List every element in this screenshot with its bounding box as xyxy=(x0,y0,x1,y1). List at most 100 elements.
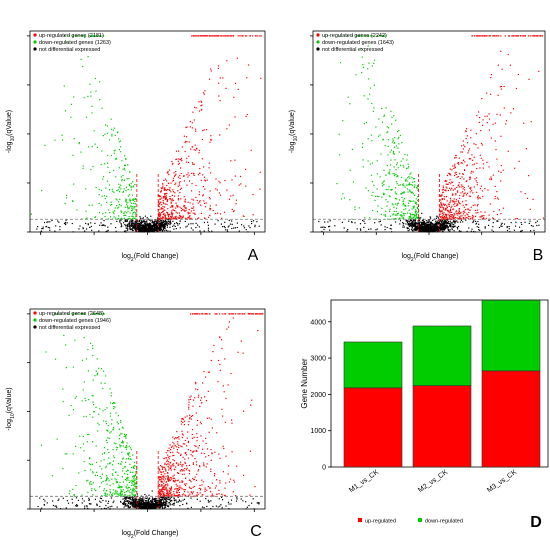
point-down-regulated xyxy=(127,164,129,166)
point-down-regulated xyxy=(128,194,131,196)
point-down-regulated xyxy=(401,215,404,217)
point-up-regulated xyxy=(232,194,234,196)
point-not-differential xyxy=(59,229,61,231)
point-not-differential xyxy=(418,221,420,223)
point-up-regulated xyxy=(440,204,442,206)
point-not-differential xyxy=(164,228,166,230)
point-up-regulated xyxy=(189,126,191,128)
point-up-regulated xyxy=(188,216,190,218)
point-not-differential xyxy=(125,230,127,232)
point-up-regulated xyxy=(166,217,168,220)
point-up-regulated xyxy=(451,169,453,171)
point-down-regulated xyxy=(376,195,378,197)
point-not-differential xyxy=(152,226,154,228)
point-not-differential xyxy=(127,501,129,503)
point-up-regulated xyxy=(494,122,496,124)
point-down-regulated xyxy=(393,146,395,148)
point-not-differential xyxy=(150,223,152,225)
point-down-regulated xyxy=(415,214,417,216)
point-not-differential xyxy=(132,505,134,507)
point-not-differential xyxy=(146,220,148,222)
point-not-differential xyxy=(364,222,366,224)
point-up-regulated xyxy=(457,214,459,216)
point-up-regulated xyxy=(531,35,533,37)
point-not-differential xyxy=(129,226,131,228)
point-cloud xyxy=(318,35,544,233)
point-not-differential xyxy=(195,226,197,229)
point-not-differential xyxy=(149,230,151,232)
point-not-differential xyxy=(160,227,162,229)
point-up-regulated xyxy=(203,166,205,168)
point-not-differential xyxy=(123,506,125,508)
point-up-regulated xyxy=(466,217,468,219)
point-up-regulated xyxy=(457,162,459,164)
point-up-regulated xyxy=(176,205,178,207)
point-down-regulated xyxy=(401,196,403,199)
point-up-regulated xyxy=(490,178,492,180)
point-down-regulated xyxy=(133,198,135,200)
point-not-differential xyxy=(329,229,331,231)
point-down-regulated xyxy=(351,35,353,37)
point-not-differential xyxy=(134,499,136,501)
point-up-regulated xyxy=(484,188,486,190)
point-not-differential xyxy=(90,225,92,228)
point-up-regulated xyxy=(215,485,217,487)
point-not-differential xyxy=(145,502,147,504)
point-up-regulated xyxy=(159,469,161,471)
point-up-regulated xyxy=(203,200,205,202)
point-down-regulated xyxy=(126,178,128,180)
point-not-differential xyxy=(414,224,416,226)
point-down-regulated xyxy=(407,188,409,190)
point-down-regulated xyxy=(94,77,96,80)
point-down-regulated xyxy=(120,211,123,213)
point-not-differential xyxy=(145,227,147,229)
point-up-regulated xyxy=(208,35,210,37)
point-down-regulated xyxy=(409,173,411,175)
point-not-differential xyxy=(142,502,144,504)
point-up-regulated xyxy=(463,194,465,196)
point-not-differential xyxy=(195,222,197,224)
point-down-regulated xyxy=(364,217,366,219)
point-not-differential xyxy=(148,230,150,232)
point-not-differential xyxy=(190,227,192,229)
point-not-differential xyxy=(151,505,153,507)
point-up-regulated xyxy=(442,216,444,218)
point-up-regulated xyxy=(512,35,514,37)
point-not-differential xyxy=(159,501,161,503)
point-not-differential xyxy=(166,498,168,500)
point-up-regulated xyxy=(443,217,445,219)
point-up-regulated xyxy=(457,204,459,206)
point-up-regulated xyxy=(452,165,454,167)
y-axis-label-main: -log xyxy=(6,141,13,153)
point-not-differential xyxy=(178,501,180,503)
point-not-differential xyxy=(422,226,424,228)
point-not-differential xyxy=(159,228,161,230)
point-up-regulated xyxy=(167,461,170,463)
point-not-differential xyxy=(125,505,128,507)
point-up-regulated xyxy=(164,189,166,191)
point-down-regulated xyxy=(393,150,395,153)
point-down-regulated xyxy=(113,152,115,154)
point-up-regulated xyxy=(515,217,517,220)
point-not-differential xyxy=(65,223,67,226)
point-down-regulated xyxy=(370,35,372,37)
point-not-differential xyxy=(144,227,146,229)
point-not-differential xyxy=(139,224,141,226)
point-not-differential xyxy=(173,497,175,499)
point-up-regulated xyxy=(206,35,208,37)
point-down-regulated xyxy=(404,186,406,188)
point-up-regulated xyxy=(172,217,174,219)
point-down-regulated xyxy=(367,68,369,70)
point-not-differential xyxy=(56,506,58,508)
point-not-differential xyxy=(99,224,101,226)
point-not-differential xyxy=(164,226,166,228)
point-up-regulated xyxy=(454,202,456,204)
point-down-regulated xyxy=(396,164,398,166)
point-not-differential xyxy=(145,499,147,502)
point-not-differential xyxy=(320,226,322,228)
point-down-regulated xyxy=(111,134,113,136)
point-down-regulated xyxy=(85,116,88,118)
point-up-regulated xyxy=(188,141,190,143)
point-up-regulated xyxy=(168,217,170,219)
point-up-regulated xyxy=(496,213,498,216)
